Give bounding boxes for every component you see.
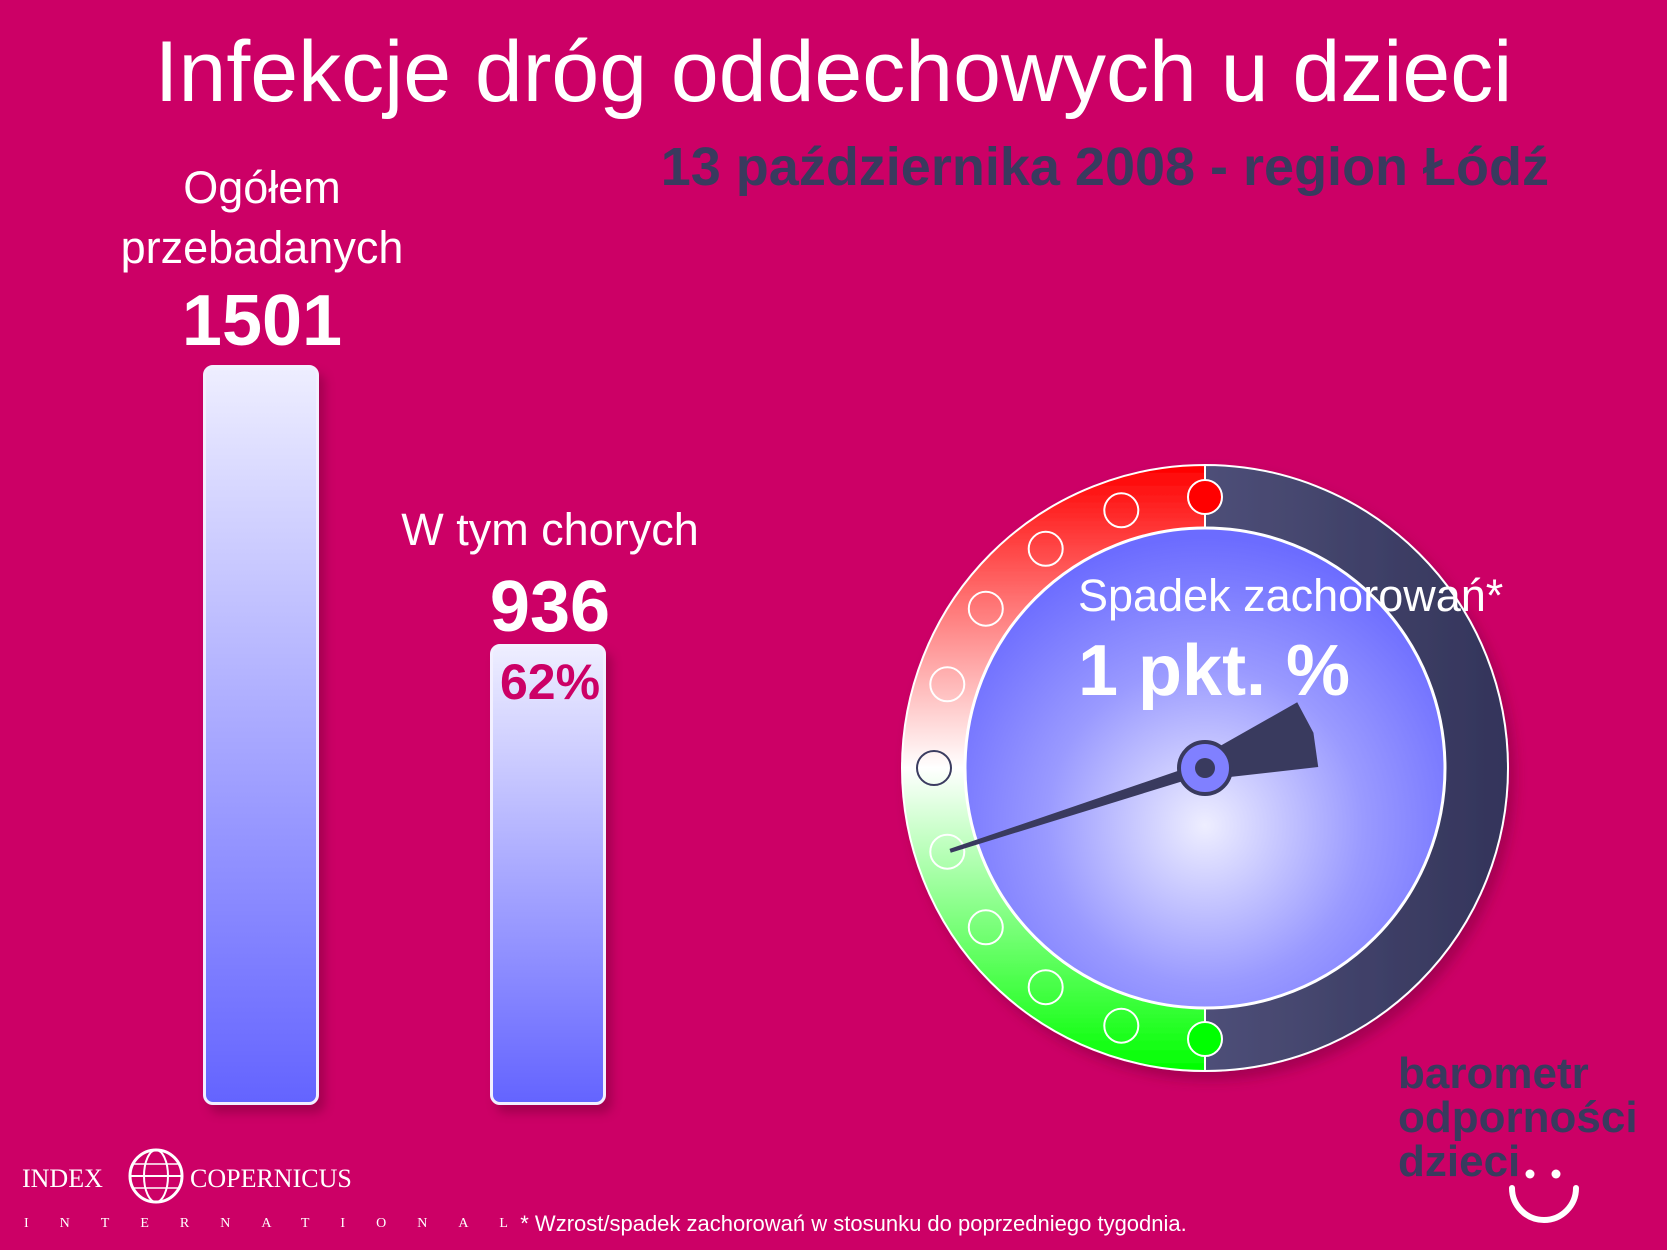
bar-category-label-line1: Ogółem (183, 162, 341, 213)
gauge-title: Spadek zachorowań* (1078, 570, 1504, 621)
brand-line-3: dzieci (1398, 1137, 1521, 1186)
bar-total (203, 365, 319, 1105)
bar-percent-label: 62% (499, 654, 601, 710)
gauge-tick (929, 666, 966, 703)
logo-text-international: INTERNATIONAL (24, 1216, 539, 1231)
gauge-tick (1027, 969, 1064, 1006)
brand-line-1: barometr (1398, 1049, 1589, 1098)
globe-icon (128, 1148, 184, 1204)
brand-line-2: odporności (1398, 1093, 1638, 1142)
gauge-tick (1187, 479, 1223, 515)
gauge-hub-center (1195, 758, 1215, 778)
logo-text-copernicus: COPERNICUS (190, 1164, 352, 1193)
gauge (901, 463, 1509, 1073)
gauge-value-label: 1 pkt. % (1078, 631, 1351, 711)
gauge-tick (1027, 530, 1064, 567)
gauge-ticks (916, 479, 1223, 1057)
gauge-tick (929, 833, 966, 870)
bar-value-label-total: 1501 (181, 281, 343, 361)
bar-category-label-sick: W tym chorych (401, 504, 699, 555)
footnote: * Wzrost/spadek zachorowań w stosunku do… (520, 1211, 1187, 1236)
gauge-tick (967, 909, 1004, 946)
gauge-tick (967, 590, 1004, 627)
gauge-tick (916, 750, 952, 786)
bar-category-label-total: Ogółem przebadanych (62, 158, 462, 278)
smiley-icon (1509, 1169, 1579, 1223)
bar-sick (490, 643, 606, 1105)
brand-logo: barometr odporności dzieci (1398, 1052, 1638, 1184)
gauge-tick (1187, 1021, 1223, 1057)
gauge-needle-main (949, 762, 1207, 853)
gauge-tick (1103, 1007, 1140, 1044)
page-title: Infekcje dróg oddechowych u dzieci (154, 24, 1513, 120)
gauge-tick (1103, 492, 1140, 529)
logo-text-index: INDEX (22, 1164, 103, 1193)
bar-category-label-line2: przebadanych (120, 222, 404, 273)
bar-value-label-sick: 936 (489, 567, 611, 647)
page-subtitle: 13 października 2008 - region Łódź (660, 137, 1549, 197)
